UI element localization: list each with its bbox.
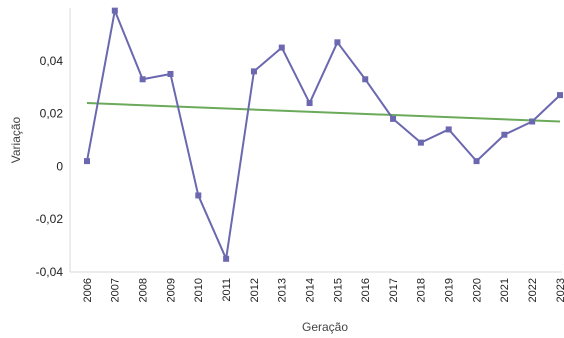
y-tick-label: 0,04 xyxy=(40,54,64,68)
y-axis-title: Variação xyxy=(9,116,23,163)
x-tick-labels: 2006 2007 2008 2009 2010 2011 2012 2013 2014 2015… xyxy=(82,278,564,302)
data-point xyxy=(501,131,508,138)
trendline xyxy=(86,102,561,123)
data-point xyxy=(362,76,369,83)
x-tick-label: 2009 xyxy=(165,278,177,302)
x-tick-label: 2019 xyxy=(444,278,456,302)
data-point xyxy=(195,192,202,199)
data-point xyxy=(84,158,90,165)
x-tick-label: 2006 xyxy=(82,278,94,302)
y-tick-label: 0 xyxy=(56,159,63,173)
data-point xyxy=(223,255,230,262)
y-tick-labels: 0,04 0,02 0 -0,02 -0,04 xyxy=(36,54,64,279)
axes xyxy=(69,8,562,273)
data-point xyxy=(306,100,313,107)
x-tick-label: 2014 xyxy=(304,278,316,302)
x-tick-label: 2017 xyxy=(388,278,400,302)
x-tick-label: 2022 xyxy=(527,278,539,302)
data-point xyxy=(445,126,452,133)
y-tick-label: -0,04 xyxy=(36,265,64,279)
trendline-group xyxy=(86,102,561,123)
x-tick-label: 2008 xyxy=(137,278,149,302)
x-tick-label: 2015 xyxy=(332,278,344,302)
data-point xyxy=(111,7,118,14)
data-point xyxy=(390,115,397,122)
data-point xyxy=(557,92,563,99)
x-tick-label: 2012 xyxy=(249,278,261,302)
data-point xyxy=(167,71,174,77)
series-line xyxy=(86,9,561,260)
x-tick-label: 2018 xyxy=(416,278,428,302)
series-group xyxy=(84,7,563,262)
x-tick-label: 2021 xyxy=(499,278,511,302)
data-point xyxy=(473,158,480,165)
x-tick-label: 2023 xyxy=(555,278,564,302)
x-tick-label: 2011 xyxy=(221,278,233,302)
data-point xyxy=(529,118,536,125)
x-axis-title: Geração xyxy=(302,320,348,334)
y-tick-label: 0,02 xyxy=(40,107,64,121)
data-point xyxy=(334,39,341,46)
x-tick-label: 2007 xyxy=(110,278,122,302)
data-point xyxy=(417,139,424,146)
x-tick-label: 2020 xyxy=(471,278,483,302)
data-point xyxy=(250,68,257,75)
x-tick-label: 2013 xyxy=(277,278,289,302)
data-point xyxy=(278,44,285,51)
y-tick-label: -0,02 xyxy=(36,212,64,226)
x-tick-label: 2010 xyxy=(193,278,205,302)
x-tick-label: 2016 xyxy=(360,278,372,302)
data-point xyxy=(139,76,146,83)
